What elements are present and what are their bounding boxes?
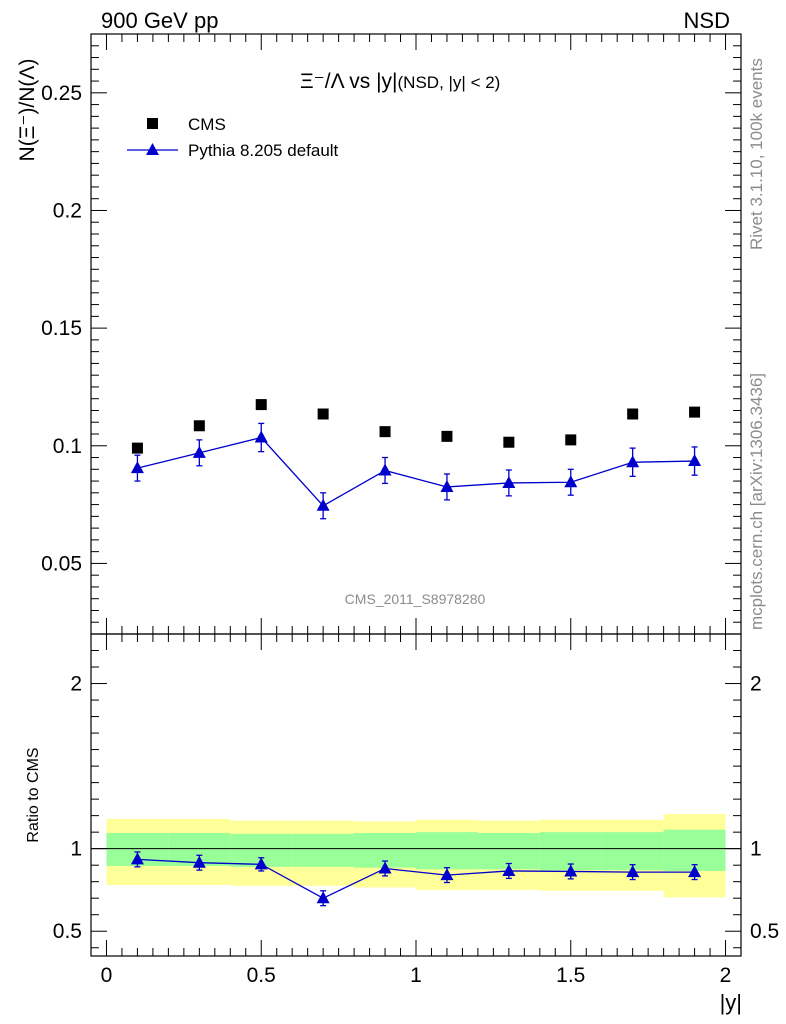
- series-line-pythia: [137, 436, 695, 507]
- ratio-y-tick-label-right: 1: [750, 838, 762, 861]
- y-tick-label: 0.25: [41, 82, 82, 105]
- cms-point: [255, 399, 267, 411]
- ratio-point: [688, 865, 702, 878]
- ratio-band-inner: [292, 833, 355, 867]
- ratio-y-tick-label: 1: [70, 838, 82, 861]
- pythia-point: [378, 463, 392, 476]
- y-axis-label: N(Ξ⁻)/N(Λ): [16, 59, 39, 162]
- ratio-point: [502, 863, 516, 876]
- x-tick-label: 1.5: [556, 964, 585, 987]
- cms-point: [193, 420, 205, 432]
- legend: CMS Pythia 8.205 default: [127, 115, 339, 160]
- ratio-band-inner: [416, 832, 478, 870]
- pythia-point: [502, 475, 516, 488]
- chart-title: Ξ⁻/Λ vs |y|(NSD, |y| < 2): [300, 70, 500, 93]
- cms-point: [441, 430, 453, 442]
- ratio-plot-frame: [90, 633, 742, 957]
- ratio-point: [254, 857, 268, 870]
- pythia-point: [130, 461, 144, 474]
- mcplots-label: mcplots.cern.ch [arXiv:1306.3436]: [747, 373, 766, 630]
- cms-point: [627, 408, 639, 420]
- x-tick-label: 0: [101, 964, 113, 987]
- cms-point: [565, 434, 577, 446]
- x-axis-label: |y|: [720, 990, 742, 1015]
- ratio-y-tick-label: 2: [70, 673, 82, 696]
- pythia-point: [192, 445, 206, 458]
- y-tick-label: 0.15: [41, 317, 82, 340]
- cms-point: [689, 406, 701, 418]
- ratio-point: [130, 852, 144, 865]
- legend-marker-pythia: [146, 143, 159, 155]
- pythia-point: [626, 455, 640, 468]
- axis-ticks: 0 0.5 1 1.5 2 0.05 0.1 0.15 0.2 0.25 0.5 0.5 1 1 2 2: [41, 33, 779, 987]
- chart-title-note: (NSD, |y| < 2): [398, 73, 501, 92]
- ratio-point: [440, 868, 454, 881]
- chart-marks: [130, 399, 702, 907]
- legend-label-pythia: Pythia 8.205 default: [188, 141, 339, 160]
- cms-point: [503, 436, 515, 448]
- y-tick-label: 0.05: [41, 552, 82, 575]
- ratio-point: [192, 855, 206, 868]
- pythia-point: [688, 454, 702, 467]
- ratio-y-tick-label-right: 2: [750, 673, 762, 696]
- ratio-y-tick-label: 0.5: [53, 920, 82, 943]
- rivet-label: Rivet 3.1.10, 100k events: [747, 58, 766, 250]
- chart-title-main: Ξ⁻/Λ vs |y|: [300, 70, 398, 93]
- x-tick-label: 1: [410, 964, 422, 987]
- analysis-id: CMS_2011_S8978280: [345, 591, 486, 607]
- pythia-point: [316, 498, 330, 511]
- x-tick-label: 0.5: [247, 964, 276, 987]
- y-tick-label: 0.2: [53, 199, 82, 222]
- cms-point: [131, 442, 143, 454]
- header-left: 900 GeV pp: [101, 8, 218, 33]
- ratio-bands: [91, 813, 741, 898]
- pythia-point: [440, 479, 454, 492]
- y-tick-label: 0.1: [53, 435, 82, 458]
- ratio-band-inner: [601, 832, 664, 871]
- cms-point: [379, 426, 391, 438]
- ratio-y-axis-label: Ratio to CMS: [25, 747, 42, 842]
- ratio-point: [626, 865, 640, 878]
- legend-label-cms: CMS: [188, 115, 226, 134]
- ratio-line-pythia: [137, 858, 695, 899]
- pythia-point: [564, 475, 578, 488]
- ratio-point: [378, 861, 392, 874]
- ratio-point: [316, 891, 330, 904]
- ratio-point: [564, 864, 578, 877]
- legend-marker-cms: [147, 118, 158, 129]
- ratio-y-tick-label-right: 0.5: [750, 920, 779, 943]
- x-tick-label: 2: [720, 964, 732, 987]
- pythia-point: [254, 430, 268, 443]
- header-right: NSD: [684, 8, 730, 33]
- cms-point: [317, 408, 329, 420]
